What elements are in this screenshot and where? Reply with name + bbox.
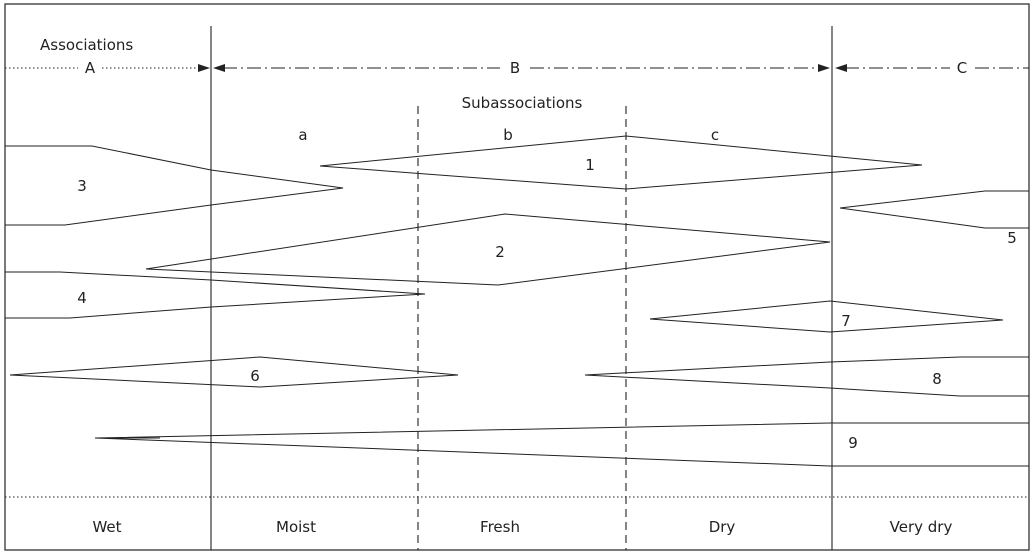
species-number-9: 9 — [848, 434, 858, 452]
species-band-6 — [9, 356, 459, 388]
species-number-3: 3 — [77, 177, 87, 195]
species-number-1: 1 — [585, 156, 595, 174]
moisture-class-wet: Wet — [92, 518, 121, 536]
association-label-b: B — [510, 59, 520, 77]
species-band-5 — [839, 190, 1029, 229]
subassociations-title: Subassociations — [462, 94, 583, 112]
species-band-8 — [584, 356, 1029, 397]
association-range-a — [5, 64, 210, 72]
association-label-c: C — [957, 59, 967, 77]
moisture-class-very-dry: Very dry — [890, 518, 953, 536]
species-band-4 — [5, 271, 426, 319]
species-number-4: 4 — [77, 289, 87, 307]
species-band-1 — [319, 135, 923, 190]
species-band-9 — [94, 422, 1029, 467]
species-band-3 — [5, 145, 344, 226]
association-label-a: A — [85, 59, 96, 77]
subassociation-label-c: c — [711, 126, 719, 144]
species-number-2: 2 — [495, 243, 505, 261]
moisture-class-fresh: Fresh — [480, 518, 520, 536]
associations-title: Associations — [40, 36, 133, 54]
subassociation-label-b: b — [503, 126, 513, 144]
species-number-8: 8 — [932, 370, 942, 388]
species-band-7 — [649, 300, 1004, 333]
association-range-c — [835, 64, 1029, 72]
species-number-5: 5 — [1007, 229, 1017, 247]
moisture-class-moist: Moist — [276, 518, 316, 536]
species-number-6: 6 — [250, 367, 260, 385]
species-band-2 — [145, 213, 831, 286]
subassociation-label-a: a — [298, 126, 307, 144]
species-number-7: 7 — [841, 312, 851, 330]
association-range-b — [213, 64, 830, 72]
moisture-class-dry: Dry — [709, 518, 736, 536]
